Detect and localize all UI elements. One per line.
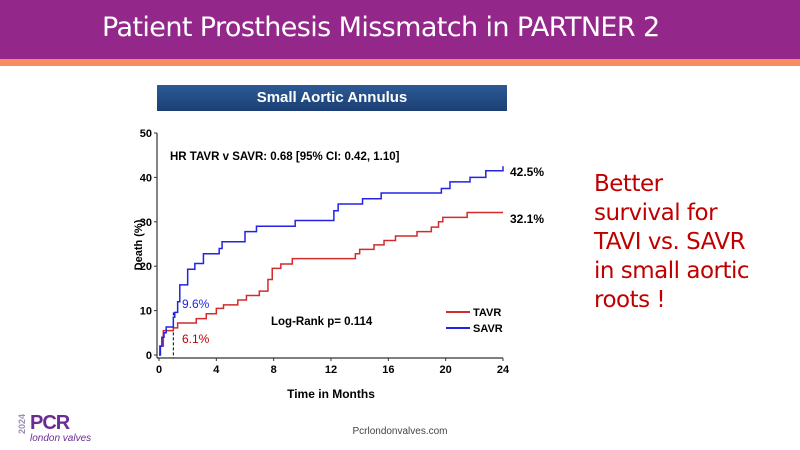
y-axis-label: Death (%)	[133, 219, 145, 270]
key-message-line: in small aortic	[594, 258, 750, 284]
tavr-1m-label: 6.1%	[182, 332, 210, 346]
x-tick-label: 4	[213, 364, 220, 376]
x-tick-label: 0	[156, 364, 162, 376]
logo-subtitle: london valves	[30, 433, 92, 444]
x-tick-label: 20	[440, 364, 452, 376]
y-tick-label: 40	[140, 172, 152, 184]
y-tick-label: 0	[146, 350, 152, 362]
legend-tavr-label: TAVR	[473, 307, 501, 319]
key-message-line: survival for	[594, 200, 718, 226]
tavr-end-label: 32.1%	[510, 212, 544, 226]
series-savr-line	[159, 166, 504, 356]
chart-title: Small Aortic Annulus	[157, 85, 507, 111]
legend-savr-label: SAVR	[473, 323, 503, 335]
y-tick-label: 20	[140, 261, 152, 273]
hr-annotation: HR TAVR v SAVR: 0.68 [95% CI: 0.42, 1.10…	[170, 151, 400, 163]
y-tick-label: 10	[140, 306, 152, 318]
axes: 0 10 20 30 40 50 0 4 8 12 16 20 24	[140, 128, 510, 376]
savr-1m-label: 9.6%	[182, 297, 210, 311]
x-tick-label: 16	[382, 364, 394, 376]
x-tick-label: 8	[271, 364, 277, 376]
footer-url: Pcrlondonvalves.com	[352, 426, 448, 437]
km-chart: 0 10 20 30 40 50 0 4 8 12 16 20 24 Death (%) Time in…	[133, 128, 544, 401]
series-lines	[158, 166, 504, 356]
key-message-line: roots !	[594, 287, 666, 313]
x-tick-label: 12	[325, 364, 337, 376]
slide-title: Patient Prosthesis Missmatch in PARTNER …	[102, 12, 660, 43]
savr-end-label: 42.5%	[510, 165, 544, 179]
logo-brand: PCR	[30, 412, 70, 434]
key-message-line: Better	[594, 171, 663, 197]
key-message-line: TAVI vs. SAVR	[594, 229, 746, 255]
x-tick-label: 24	[497, 364, 510, 376]
x-axis-label: Time in Months	[287, 387, 375, 401]
accent-stripe	[0, 59, 800, 66]
title-bar: Patient Prosthesis Missmatch in PARTNER …	[0, 0, 800, 59]
series-tavr-line	[158, 211, 503, 356]
pcr-logo: 2024 PCR london valves	[17, 412, 127, 446]
y-tick-label: 30	[140, 217, 152, 229]
key-message: Better survival for TAVI vs. SAVR in sma…	[594, 170, 750, 315]
logrank-annotation: Log-Rank p= 0.114	[271, 316, 373, 328]
y-tick-label: 50	[140, 128, 152, 140]
